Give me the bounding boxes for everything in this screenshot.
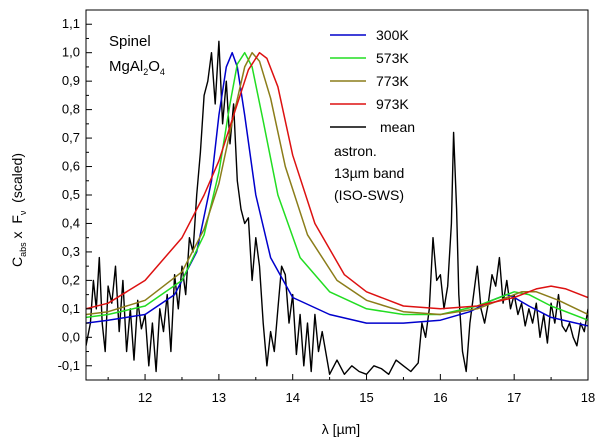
y-label-mid: x F [9,215,25,242]
y-axis-label: Cabs x Fν (scaled) [9,153,28,267]
series-line-573K [86,51,588,321]
legend-note-line2: 13µm band [334,165,404,181]
annotation-title: Spinel [109,33,151,50]
y-tick-label: 0,1 [62,301,80,316]
formula-sub1: 2 [143,67,148,77]
y-tick-label: 0,8 [62,102,80,117]
formula-mid: O [148,58,160,75]
y-label-main: C [9,257,25,267]
series-line-mean [86,40,588,375]
y-tick-label: 0,6 [62,159,80,174]
x-tick-label: 17 [507,390,521,405]
y-tick-label: 0,7 [62,130,80,145]
y-tick-label: -0,1 [58,358,80,373]
formula-sub2: 4 [160,67,165,77]
legend-note-line1: astron. [334,143,377,159]
annotation-formula: MgAl2O4 [109,58,165,77]
legend-note-line3: (ISO-SWS) [334,187,404,203]
y-tick-label: 0,9 [62,73,80,88]
series-line-773K [86,51,588,316]
legend-label-573K: 573K [376,50,409,66]
y-label-tail: (scaled) [9,153,25,211]
legend-label-773K: 773K [376,73,409,89]
y-label-sub2: ν [18,210,28,215]
legend-label-mean: mean [380,119,415,135]
y-tick-label: 1,1 [62,16,80,31]
x-axis-label: λ [µm] [322,421,360,437]
x-tick-label: 15 [359,390,373,405]
y-tick-label: 0,5 [62,187,80,202]
y-tick-label: 1,0 [62,45,80,60]
x-tick-label: 14 [285,390,299,405]
x-tick-label: 16 [433,390,447,405]
series-line-973K [86,51,588,310]
x-tick-label: 12 [138,390,152,405]
formula-base: MgAl [109,58,143,75]
y-tick-label: 0,4 [62,215,80,230]
ticks-layer: 12 13 14 15 16 17 18 -0,1 0,0 0,1 0,2 0,3 0,4 0,5 0,6 0… [58,16,596,405]
series-layer [86,40,588,375]
y-tick-label: 0,0 [62,329,80,344]
y-tick-label: 0,2 [62,272,80,287]
x-tick-label: 13 [212,390,226,405]
x-tick-label: 18 [581,390,595,405]
legend: 300K 573K 773K 973K mean [330,27,415,135]
y-label-sub1: abs [18,242,28,257]
legend-label-973K: 973K [376,96,409,112]
legend-label-300K: 300K [376,27,409,43]
y-tick-label: 0,3 [62,244,80,259]
